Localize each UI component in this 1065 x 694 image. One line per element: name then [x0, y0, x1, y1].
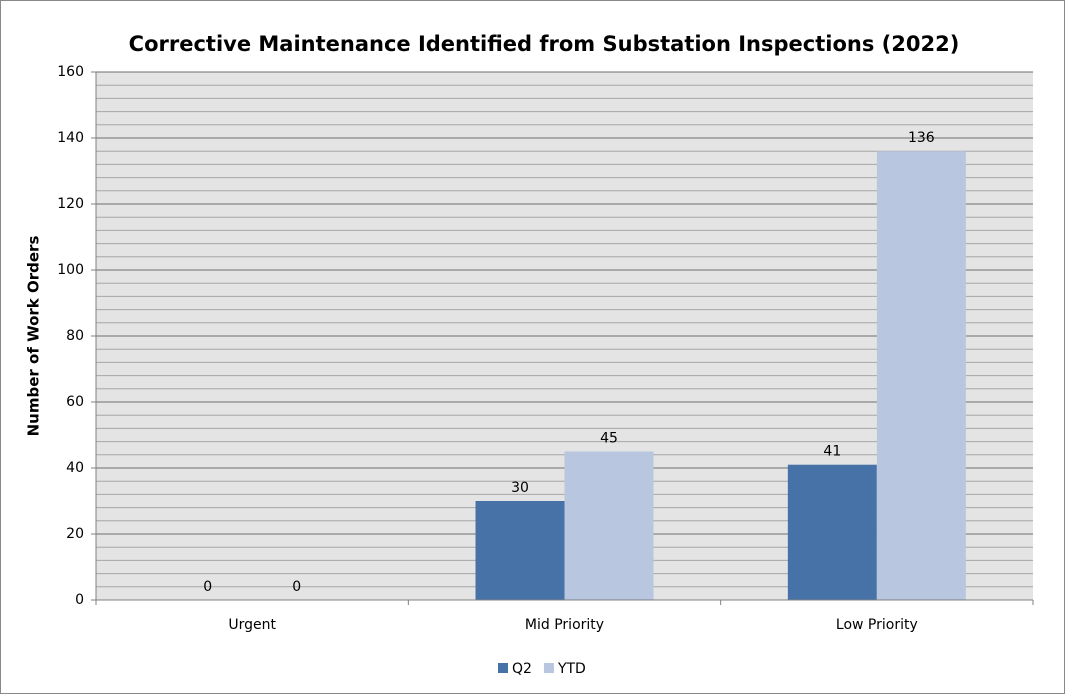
- y-tick-label: 60: [66, 394, 84, 410]
- legend-label: YTD: [557, 661, 586, 677]
- data-label: 0: [292, 579, 301, 595]
- data-label: 136: [908, 130, 935, 146]
- legend-label: Q2: [512, 661, 532, 677]
- bar: [564, 451, 654, 600]
- bar: [876, 151, 966, 600]
- y-tick-label: 80: [66, 328, 84, 344]
- x-tick-label: Urgent: [228, 617, 276, 633]
- y-tick-label: 140: [57, 130, 84, 146]
- x-tick-label: Low Priority: [836, 617, 918, 633]
- bar: [475, 501, 565, 600]
- legend-swatch: [543, 663, 554, 673]
- y-tick-label: 0: [75, 592, 84, 608]
- data-label: 45: [600, 431, 618, 447]
- data-label: 41: [823, 444, 841, 460]
- y-axis-title: Number of Work Orders: [25, 236, 43, 437]
- chart-title: Corrective Maintenance Identified from S…: [129, 32, 960, 56]
- y-tick-label: 160: [57, 64, 84, 80]
- legend-swatch: [498, 663, 508, 673]
- y-tick-label: 40: [66, 460, 84, 476]
- data-label: 0: [203, 579, 212, 595]
- y-tick-label: 120: [57, 196, 84, 212]
- y-tick-label: 100: [57, 262, 84, 278]
- data-label: 30: [511, 480, 529, 496]
- x-tick-label: Mid Priority: [525, 617, 604, 633]
- bar: [787, 464, 877, 600]
- y-tick-label: 20: [66, 526, 84, 542]
